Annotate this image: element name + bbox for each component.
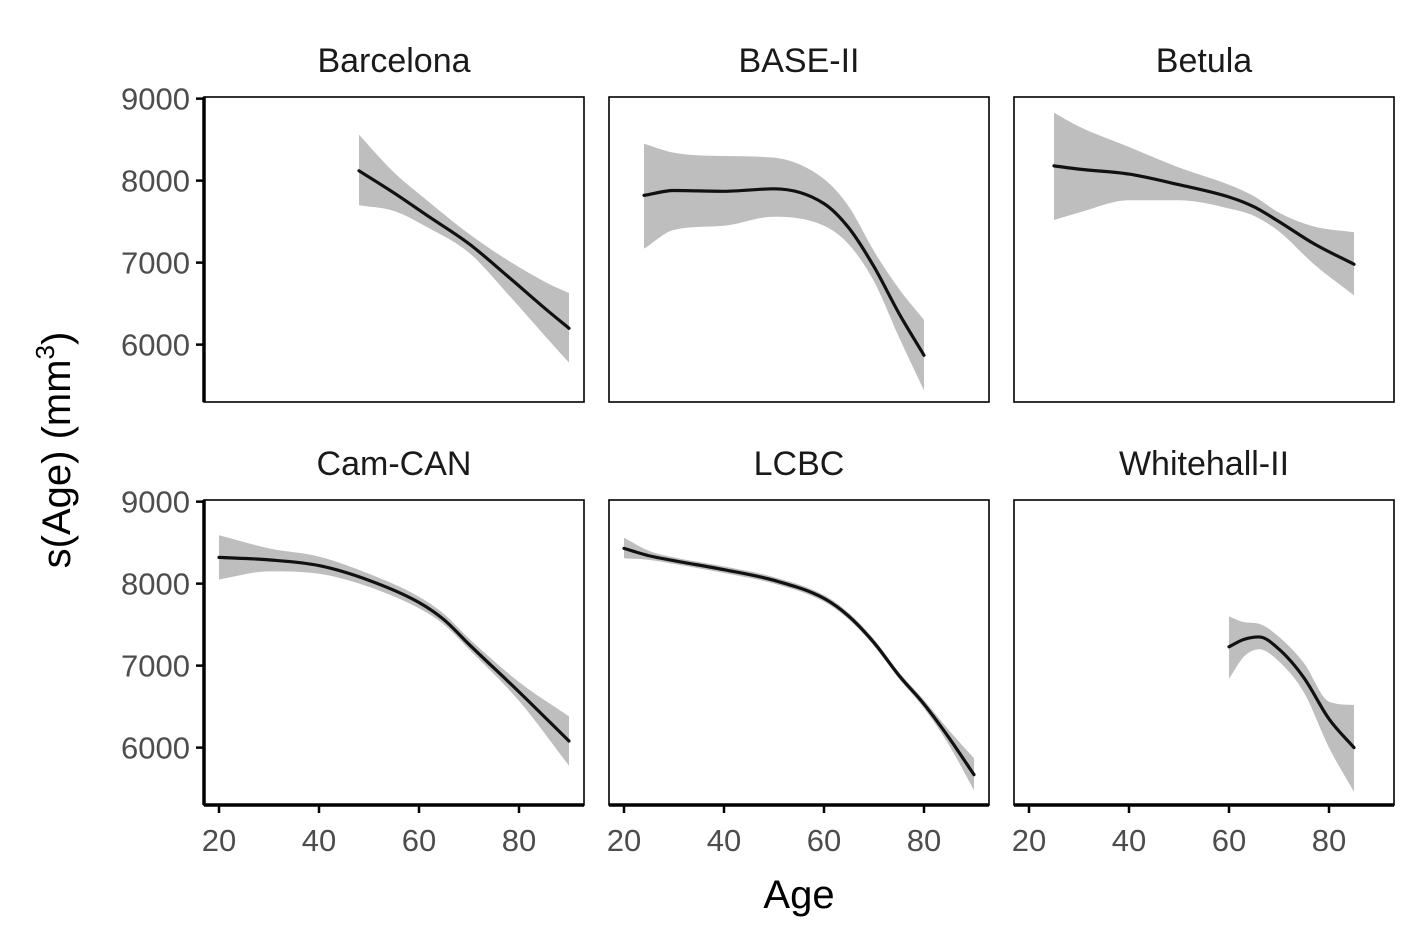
panel-frame	[608, 96, 990, 403]
x-tick-label: 80	[907, 823, 941, 858]
y-axis: 6000 7000 8000 9000	[121, 485, 206, 805]
y-tick-label: 6000	[121, 731, 190, 766]
x-tick-label: 60	[1212, 823, 1246, 858]
y-tick-label: 7000	[121, 246, 190, 281]
y-tick-label: 8000	[121, 567, 190, 602]
panel-base-ii: BASE-II	[608, 42, 990, 403]
x-tick-label: 40	[707, 823, 741, 858]
panel-background	[609, 97, 989, 402]
axes-layer: 6000 7000 8000 9000 6000 7000 8000 9000 20 40 60 80…	[121, 82, 1394, 858]
panel-title: Barcelona	[317, 42, 470, 80]
y-tick-label: 6000	[121, 328, 190, 363]
panel-title: Cam-CAN	[317, 445, 472, 483]
panel-barcelona: Barcelona	[203, 42, 585, 403]
y-tick-label: 9000	[121, 485, 190, 520]
panel-background	[1014, 500, 1394, 805]
x-axis: 20 40 60 80	[607, 803, 989, 858]
panel-lcbc: LCBC	[608, 445, 990, 806]
panel-background	[609, 500, 989, 805]
y-axis-title-superscript: 3	[30, 345, 60, 359]
smooth-line	[642, 187, 926, 357]
x-tick-label: 20	[607, 823, 641, 858]
x-tick-label: 60	[807, 823, 841, 858]
panel-whitehall-ii: Whitehall-II	[1013, 445, 1395, 806]
x-axis: 20 40 60 80	[202, 803, 584, 858]
panel-title: Betula	[1156, 42, 1252, 80]
panel-title: BASE-II	[739, 42, 860, 80]
confidence-ribbon	[1229, 616, 1354, 792]
x-tick-label: 80	[502, 823, 536, 858]
smooth-line	[217, 555, 571, 743]
x-tick-label: 20	[202, 823, 236, 858]
smooth-line	[1052, 164, 1356, 266]
panel-background	[204, 97, 584, 402]
y-tick-label: 8000	[121, 164, 190, 199]
confidence-ribbon	[644, 143, 924, 391]
panel-betula: Betula	[1013, 42, 1395, 403]
panel-frame	[1013, 96, 1395, 403]
confidence-ribbon	[1054, 112, 1354, 296]
x-tick-label: 40	[1112, 823, 1146, 858]
x-tick-label: 80	[1312, 823, 1346, 858]
y-tick-label: 9000	[121, 82, 190, 117]
x-tick-label: 20	[1012, 823, 1046, 858]
panels-layer: Barcelona BASE-II Betula Cam-CAN LCBC Whiteha…	[203, 42, 1395, 806]
y-tick-label: 7000	[121, 649, 190, 684]
y-axis-title-main: s(Age) (mm	[35, 359, 79, 568]
panel-cam-can: Cam-CAN	[203, 445, 585, 806]
y-axis: 6000 7000 8000 9000	[121, 82, 206, 402]
smooth-line	[622, 546, 976, 777]
confidence-ribbon	[359, 134, 569, 363]
x-axis-title: Age	[763, 873, 834, 917]
y-axis-title: s(Age) (mm3)	[30, 332, 79, 569]
smooth-line	[357, 169, 571, 330]
x-tick-label: 40	[302, 823, 336, 858]
smooth-line	[1227, 635, 1356, 750]
x-tick-label: 60	[402, 823, 436, 858]
y-axis-title-close: )	[35, 332, 79, 345]
panel-background	[204, 500, 584, 805]
panel-title: Whitehall-II	[1119, 445, 1289, 483]
panel-title: LCBC	[754, 445, 845, 483]
x-axis: 20 40 60 80	[1012, 803, 1394, 858]
